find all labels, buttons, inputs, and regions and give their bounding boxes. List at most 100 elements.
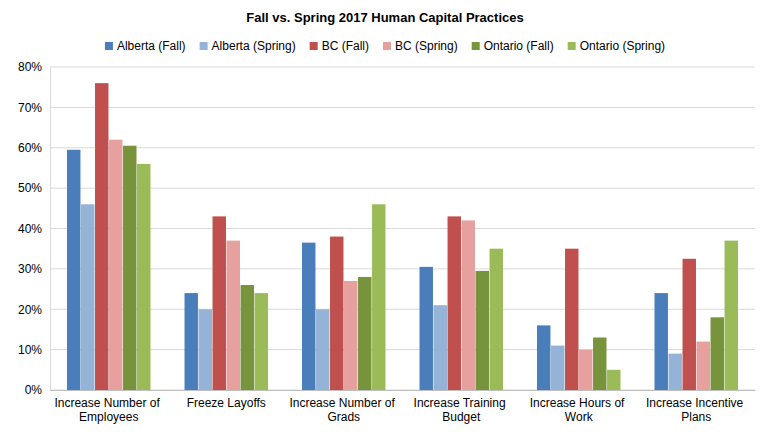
- bar: [711, 317, 724, 390]
- x-tick-label-line: Employees: [79, 410, 138, 424]
- bar: [490, 249, 503, 390]
- x-tick: Increase Training Budget: [414, 396, 509, 424]
- series: [67, 150, 668, 390]
- grid-line: [50, 67, 755, 68]
- bar: [316, 309, 329, 390]
- y-tick-label: 50%: [18, 181, 42, 195]
- x-tick-label-line: Increase Hours of: [530, 396, 628, 410]
- legend-item: Ontario (Spring): [568, 39, 665, 53]
- bars: [67, 83, 738, 390]
- bar: [565, 249, 578, 390]
- x-axis: Increase Number of Employees Freeze Layof…: [51, 391, 756, 424]
- legend-label: BC (Spring): [395, 39, 458, 53]
- y-tick: 70%: [18, 101, 50, 115]
- x-tick-label-line: Grads: [327, 410, 360, 424]
- y-tick: 80%: [18, 60, 50, 74]
- bar: [302, 243, 315, 390]
- legend-label: Alberta (Fall): [117, 39, 186, 53]
- x-tick-label: Increase Training Budget: [414, 396, 509, 424]
- bar: [241, 285, 254, 390]
- bar: [358, 277, 371, 390]
- bar: [81, 204, 94, 390]
- legend-item: Alberta (Spring): [200, 39, 296, 53]
- bar: [434, 305, 447, 390]
- x-tick-label-line: Freeze Layoffs: [187, 396, 266, 410]
- legend-swatch: [383, 42, 391, 50]
- x-tick-label: Increase Number of Employees: [54, 396, 163, 424]
- legend-swatch: [472, 42, 480, 50]
- y-tick: 50%: [18, 181, 50, 195]
- bar: [448, 216, 461, 390]
- legend-item: BC (Spring): [383, 39, 458, 53]
- bar: [655, 293, 668, 390]
- bar: [537, 325, 550, 390]
- bar: [227, 241, 240, 390]
- series: [81, 204, 682, 390]
- legend-swatch: [105, 42, 113, 50]
- x-tick-label: Increase Hours of Work: [530, 396, 628, 424]
- bar: [67, 150, 80, 390]
- y-tick: 20%: [18, 303, 50, 317]
- title: Fall vs. Spring 2017 Human Capital Pract…: [246, 10, 523, 25]
- x-tick-label: Increase Number of Grads: [289, 396, 398, 424]
- bar: [185, 293, 198, 390]
- grid-line: [50, 349, 755, 350]
- y-tick-label: 30%: [18, 262, 42, 276]
- y-tick-label: 80%: [18, 60, 42, 74]
- legend-label: Ontario (Fall): [484, 39, 554, 53]
- bar: [255, 293, 268, 390]
- grid-line: [50, 268, 755, 269]
- bar: [725, 241, 738, 390]
- bar: [579, 350, 592, 390]
- y-tick-label: 70%: [18, 101, 42, 115]
- chart: Fall vs. Spring 2017 Human Capital Pract…: [0, 0, 770, 445]
- legend-item: Alberta (Fall): [105, 39, 186, 53]
- bar: [551, 346, 564, 390]
- grid-line: [50, 147, 755, 148]
- x-tick-label-line: Increase Training: [414, 396, 509, 410]
- y-tick-label: 20%: [18, 303, 42, 317]
- bar: [683, 259, 696, 390]
- bar: [669, 354, 682, 390]
- legend-swatch: [310, 42, 318, 50]
- y-axis: 0% 10% 20% 30% 40% 50% 60% 70% 80%: [18, 60, 51, 397]
- bar: [420, 267, 433, 390]
- x-tick-label-line: Increase Incentive: [646, 396, 747, 410]
- grid: [50, 67, 755, 390]
- y-tick-label: 60%: [18, 141, 42, 155]
- legend-swatch: [200, 42, 208, 50]
- bar: [137, 164, 150, 390]
- legend: Alberta (Fall) Alberta (Spring) BC (Fall) B…: [105, 39, 665, 53]
- series: [123, 146, 724, 390]
- x-tick-label: Increase Incentive Plans: [646, 396, 747, 424]
- legend-item: BC (Fall): [310, 39, 369, 53]
- y-tick: 0%: [25, 383, 50, 397]
- bar: [213, 216, 226, 390]
- y-axis-line: [50, 68, 51, 391]
- y-tick-label: 40%: [18, 222, 42, 236]
- bar: [109, 140, 122, 390]
- grid-line: [50, 188, 755, 189]
- series: [137, 164, 738, 390]
- x-tick-label-line: Work: [565, 410, 594, 424]
- series: [95, 83, 696, 390]
- series: [109, 140, 710, 390]
- bar: [330, 237, 343, 390]
- plot: 0% 10% 20% 30% 40% 50% 60% 70% 80% Increase Numbe…: [18, 60, 756, 424]
- bar: [462, 220, 475, 390]
- x-axis-line: [51, 390, 756, 391]
- legend-item: Ontario (Fall): [472, 39, 554, 53]
- bar: [344, 281, 357, 390]
- legend-label: Alberta (Spring): [212, 39, 296, 53]
- legend-swatch: [568, 42, 576, 50]
- legend-label: BC (Fall): [322, 39, 369, 53]
- bar: [593, 338, 606, 390]
- x-tick-label-line: Budget: [442, 410, 481, 424]
- x-tick: Increase Incentive Plans: [646, 396, 747, 424]
- x-tick-label: Freeze Layoffs: [187, 396, 266, 410]
- legend-label: Ontario (Spring): [580, 39, 665, 53]
- y-tick: 10%: [18, 343, 50, 357]
- x-tick-label-line: Plans: [681, 410, 711, 424]
- grid-line: [50, 228, 755, 229]
- grid-line: [50, 309, 755, 310]
